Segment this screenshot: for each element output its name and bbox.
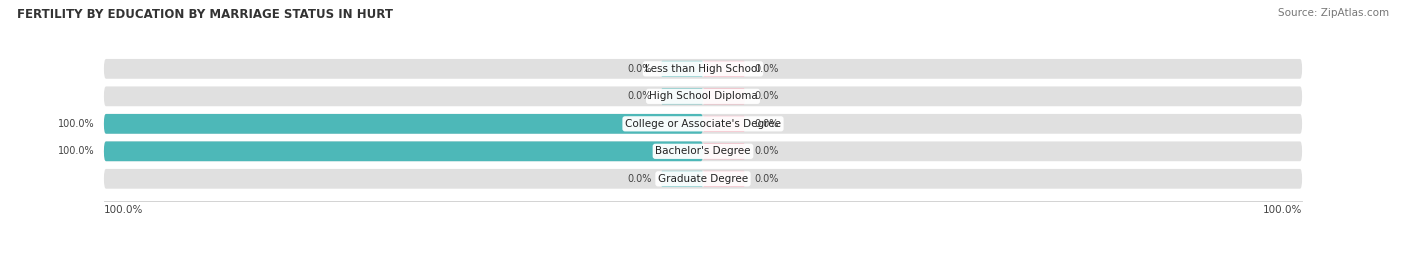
FancyBboxPatch shape (104, 59, 1302, 79)
Text: 0.0%: 0.0% (754, 119, 779, 129)
FancyBboxPatch shape (104, 114, 703, 134)
Text: 100.0%: 100.0% (1263, 205, 1302, 215)
Text: Graduate Degree: Graduate Degree (658, 174, 748, 184)
Text: 0.0%: 0.0% (754, 64, 779, 74)
Text: 100.0%: 100.0% (58, 146, 96, 156)
Text: Source: ZipAtlas.com: Source: ZipAtlas.com (1278, 8, 1389, 18)
FancyBboxPatch shape (104, 87, 1302, 106)
FancyBboxPatch shape (104, 142, 703, 161)
Text: College or Associate's Degree: College or Associate's Degree (626, 119, 780, 129)
FancyBboxPatch shape (703, 116, 745, 132)
Text: 0.0%: 0.0% (627, 174, 652, 184)
FancyBboxPatch shape (661, 61, 703, 77)
FancyBboxPatch shape (703, 88, 745, 104)
FancyBboxPatch shape (661, 171, 703, 187)
Text: 0.0%: 0.0% (627, 91, 652, 101)
Text: 100.0%: 100.0% (104, 205, 143, 215)
Text: Less than High School: Less than High School (645, 64, 761, 74)
Text: High School Diploma: High School Diploma (648, 91, 758, 101)
FancyBboxPatch shape (661, 88, 703, 104)
Text: 0.0%: 0.0% (627, 64, 652, 74)
FancyBboxPatch shape (703, 171, 745, 187)
Text: Bachelor's Degree: Bachelor's Degree (655, 146, 751, 156)
Text: 100.0%: 100.0% (58, 119, 96, 129)
Text: FERTILITY BY EDUCATION BY MARRIAGE STATUS IN HURT: FERTILITY BY EDUCATION BY MARRIAGE STATU… (17, 8, 392, 21)
FancyBboxPatch shape (104, 114, 1302, 134)
FancyBboxPatch shape (104, 142, 1302, 161)
Text: 0.0%: 0.0% (754, 174, 779, 184)
FancyBboxPatch shape (104, 169, 1302, 189)
Text: 0.0%: 0.0% (754, 146, 779, 156)
FancyBboxPatch shape (703, 61, 745, 77)
Text: 0.0%: 0.0% (754, 91, 779, 101)
FancyBboxPatch shape (703, 143, 745, 159)
